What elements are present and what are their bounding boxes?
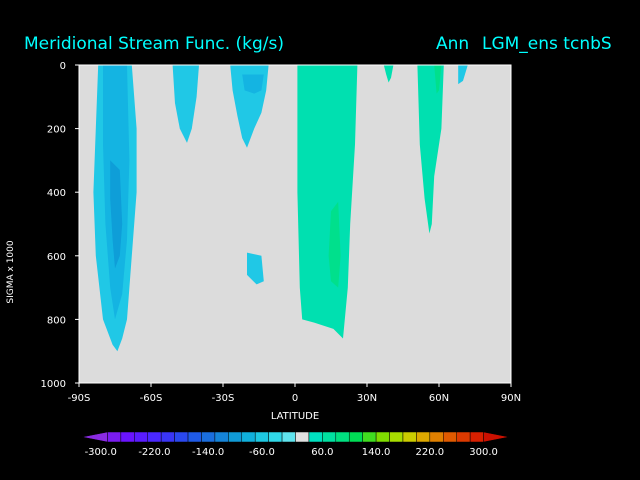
x-tick-label: 0 bbox=[292, 393, 298, 404]
contour-region-8 bbox=[328, 201, 341, 288]
colorbar-swatch bbox=[107, 431, 122, 443]
colorbar-swatch bbox=[201, 431, 216, 443]
colorbar-swatch bbox=[241, 431, 256, 443]
x-tick-label: -90S bbox=[68, 393, 91, 404]
colorbar-swatch bbox=[362, 431, 377, 443]
y-tick-label: 600 bbox=[47, 252, 66, 263]
colorbar-swatch bbox=[389, 431, 404, 443]
contour-region-5 bbox=[242, 74, 264, 94]
colorbar-tick-label: -60.0 bbox=[249, 447, 275, 458]
colorbar-swatch bbox=[308, 431, 323, 443]
x-tick-label: 60N bbox=[429, 393, 449, 404]
colorbar-swatch bbox=[187, 431, 202, 443]
colorbar-swatch bbox=[416, 431, 431, 443]
colorbar-swatch bbox=[160, 431, 175, 443]
x-axis-label: LATITUDE bbox=[271, 411, 319, 422]
y-tick-label: 1000 bbox=[41, 379, 66, 390]
y-axis-label: SIGMA x 1000 bbox=[6, 240, 16, 303]
colorbar-swatch bbox=[281, 431, 296, 443]
colorbar-swatch bbox=[120, 431, 135, 443]
colorbar-tick-label: -300.0 bbox=[85, 447, 117, 458]
contour-region-9 bbox=[383, 65, 394, 83]
season-label: Ann bbox=[436, 34, 470, 54]
colorbar-swatch bbox=[268, 431, 283, 443]
chart-title: Meridional Stream Func. (kg/s) bbox=[24, 34, 285, 54]
colorbar-tick-label: -140.0 bbox=[192, 447, 224, 458]
colorbar-swatch bbox=[134, 431, 148, 443]
colorbar-swatch bbox=[254, 431, 269, 443]
contour-region-11 bbox=[434, 65, 442, 94]
colorbar-swatch bbox=[228, 431, 243, 443]
y-tick-label: 400 bbox=[47, 188, 66, 199]
colorbar-swatch bbox=[483, 431, 510, 443]
contour-region-6 bbox=[247, 252, 264, 285]
colorbar-tick-label: -220.0 bbox=[138, 447, 170, 458]
contour-region-12 bbox=[458, 65, 468, 85]
colorbar-swatch bbox=[348, 431, 363, 443]
colorbar-swatch bbox=[81, 431, 108, 443]
colorbar-swatch bbox=[214, 431, 229, 443]
colorbar: -300.0 -220.0 -140.0 -60.0 60.0 140.0 220.0 300… bbox=[81, 431, 510, 458]
contour-region-2 bbox=[110, 160, 123, 269]
y-tick-label: 800 bbox=[47, 315, 66, 326]
colorbar-swatch bbox=[174, 431, 189, 443]
x-tick-label: 30N bbox=[357, 393, 377, 404]
plot-area bbox=[79, 65, 511, 383]
x-tick-label: 90N bbox=[501, 393, 521, 404]
y-tick-label: 200 bbox=[47, 125, 66, 136]
colorbar-swatch bbox=[456, 431, 471, 443]
contour-region-10 bbox=[417, 65, 444, 234]
colorbar-tick-label: 140.0 bbox=[362, 447, 391, 458]
x-tick-label: -60S bbox=[140, 393, 163, 404]
colorbar-swatch bbox=[147, 431, 162, 443]
contour-region-7 bbox=[297, 65, 358, 339]
colorbar-swatch bbox=[335, 431, 350, 443]
colorbar-swatch bbox=[429, 431, 444, 443]
colorbar-tick-label: 60.0 bbox=[311, 447, 333, 458]
contour-region-3 bbox=[172, 65, 199, 143]
colorbar-swatch bbox=[375, 431, 390, 443]
colorbar-swatch bbox=[322, 431, 337, 443]
plot-background bbox=[79, 65, 511, 383]
colorbar-tick-label: 300.0 bbox=[469, 447, 498, 458]
colorbar-swatch bbox=[402, 431, 417, 443]
colorbar-swatch bbox=[295, 431, 310, 443]
axes: -90S -60S -30S 0 30N 60N 90N 0 200 400 600 800 1000 L… bbox=[6, 61, 521, 422]
y-tick-label: 0 bbox=[60, 61, 66, 72]
colorbar-swatch bbox=[443, 431, 457, 443]
colorbar-tick-label: 220.0 bbox=[416, 447, 445, 458]
case-label: LGM_ens tcnbS bbox=[482, 34, 612, 54]
colorbar-swatch bbox=[469, 431, 484, 443]
x-tick-label: -30S bbox=[212, 393, 235, 404]
